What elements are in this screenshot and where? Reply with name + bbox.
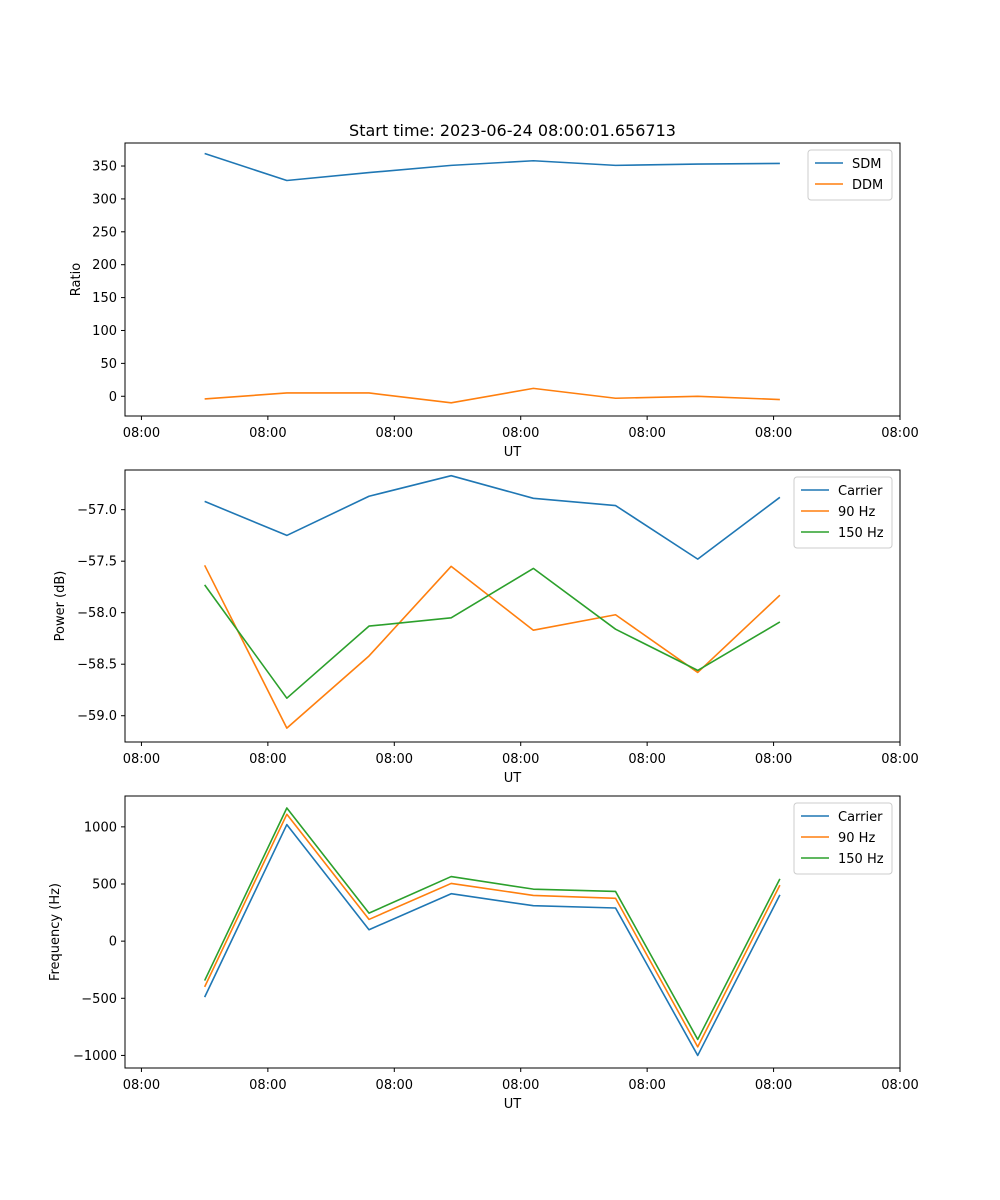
axes-frame — [124, 795, 901, 1069]
axes-frame — [124, 142, 901, 417]
legend-box — [793, 802, 893, 875]
legend: Carrier 90 Hz 150 Hz — [793, 802, 893, 875]
legend: Carrier 90 Hz 150 Hz — [793, 476, 893, 549]
x-tick-label: 08:00 — [376, 1078, 413, 1093]
y-tick-label: 0 — [109, 390, 117, 405]
x-tick-label: 08:00 — [376, 426, 413, 441]
x-tick-label: 08:00 — [502, 426, 539, 441]
series-line-carrier — [204, 474, 781, 560]
x-tick-label: 08:00 — [628, 1078, 665, 1093]
series-line-ddm — [204, 387, 780, 404]
legend-label: Carrier — [838, 484, 883, 499]
x-tick-label: 08:00 — [123, 426, 160, 441]
y-tick-label: 150 — [92, 291, 117, 306]
y-axis-label: Frequency (Hz) — [48, 883, 63, 981]
x-tick-label: 08:00 — [881, 752, 918, 767]
y-tick-label: 500 — [92, 878, 117, 893]
y-tick-label: −1000 — [73, 1049, 117, 1064]
x-axis-label: UT — [504, 771, 522, 786]
x-axis-label: UT — [504, 1097, 522, 1112]
y-tick-label: −58.0 — [77, 606, 117, 621]
x-tick-label: 08:00 — [628, 426, 665, 441]
subplots: 08:0008:0008:0008:0008:0008:0008:0008:01… — [48, 142, 919, 1112]
series-line-150-hz — [204, 567, 781, 700]
y-tick-label: −57.5 — [77, 555, 117, 570]
x-tick-label: 08:00 — [628, 752, 665, 767]
x-tick-label: 08:00 — [755, 752, 792, 767]
subplot-3: 08:0008:0008:0008:0008:0008:0008:0008:01… — [48, 795, 919, 1112]
x-tick-label: 08:00 — [755, 426, 792, 441]
y-axis-label: Ratio — [69, 263, 84, 296]
legend-label: 90 Hz — [838, 831, 875, 846]
y-tick-label: −57.0 — [77, 503, 117, 518]
x-tick-label: 08:00 — [123, 1078, 160, 1093]
subplot-1: 08:0008:0008:0008:0008:0008:0008:0008:01… — [69, 142, 919, 460]
series-line-150-hz — [203, 807, 781, 1041]
x-tick-label: 08:00 — [376, 752, 413, 767]
x-tick-label: 08:00 — [881, 1078, 918, 1093]
y-tick-label: −59.0 — [77, 709, 117, 724]
figure-title: Start time: 2023-06-24 08:00:01.656713 — [349, 121, 676, 140]
legend-label: Carrier — [838, 810, 883, 825]
y-tick-label: 50 — [100, 357, 117, 372]
y-tick-label: 1000 — [84, 820, 117, 835]
x-axis-label: UT — [504, 445, 522, 460]
legend-label: 150 Hz — [838, 852, 884, 867]
x-tick-label: 08:00 — [249, 426, 286, 441]
legend-box — [793, 476, 893, 549]
y-axis-label: Power (dB) — [53, 571, 68, 642]
legend: SDM DDM — [807, 149, 893, 201]
subplot-2: 08:0008:0008:0008:0008:0008:0008:0008:01… — [53, 469, 919, 786]
y-tick-label: 0 — [109, 935, 117, 950]
x-tick-label: 08:00 — [249, 752, 286, 767]
y-tick-label: 350 — [92, 160, 117, 175]
legend-label: SDM — [852, 157, 881, 172]
x-tick-label: 08:00 — [755, 1078, 792, 1093]
axes-frame — [124, 469, 901, 743]
x-tick-label: 08:00 — [249, 1078, 286, 1093]
x-tick-label: 08:00 — [502, 752, 539, 767]
y-tick-label: 250 — [92, 225, 117, 240]
y-tick-label: −500 — [81, 992, 117, 1007]
series-line-carrier — [203, 823, 781, 1057]
y-tick-label: −58.5 — [77, 658, 117, 673]
legend-label: 150 Hz — [838, 526, 884, 541]
x-tick-label: 08:00 — [881, 426, 918, 441]
series-line-sdm — [204, 152, 780, 182]
y-tick-label: 100 — [92, 324, 117, 339]
x-tick-label: 08:00 — [502, 1078, 539, 1093]
series-line-90-hz — [203, 813, 781, 1048]
y-tick-label: 300 — [92, 192, 117, 207]
y-tick-label: 200 — [92, 258, 117, 273]
legend-label: 90 Hz — [838, 505, 875, 520]
legend-label: DDM — [852, 178, 883, 193]
x-tick-label: 08:00 — [123, 752, 160, 767]
